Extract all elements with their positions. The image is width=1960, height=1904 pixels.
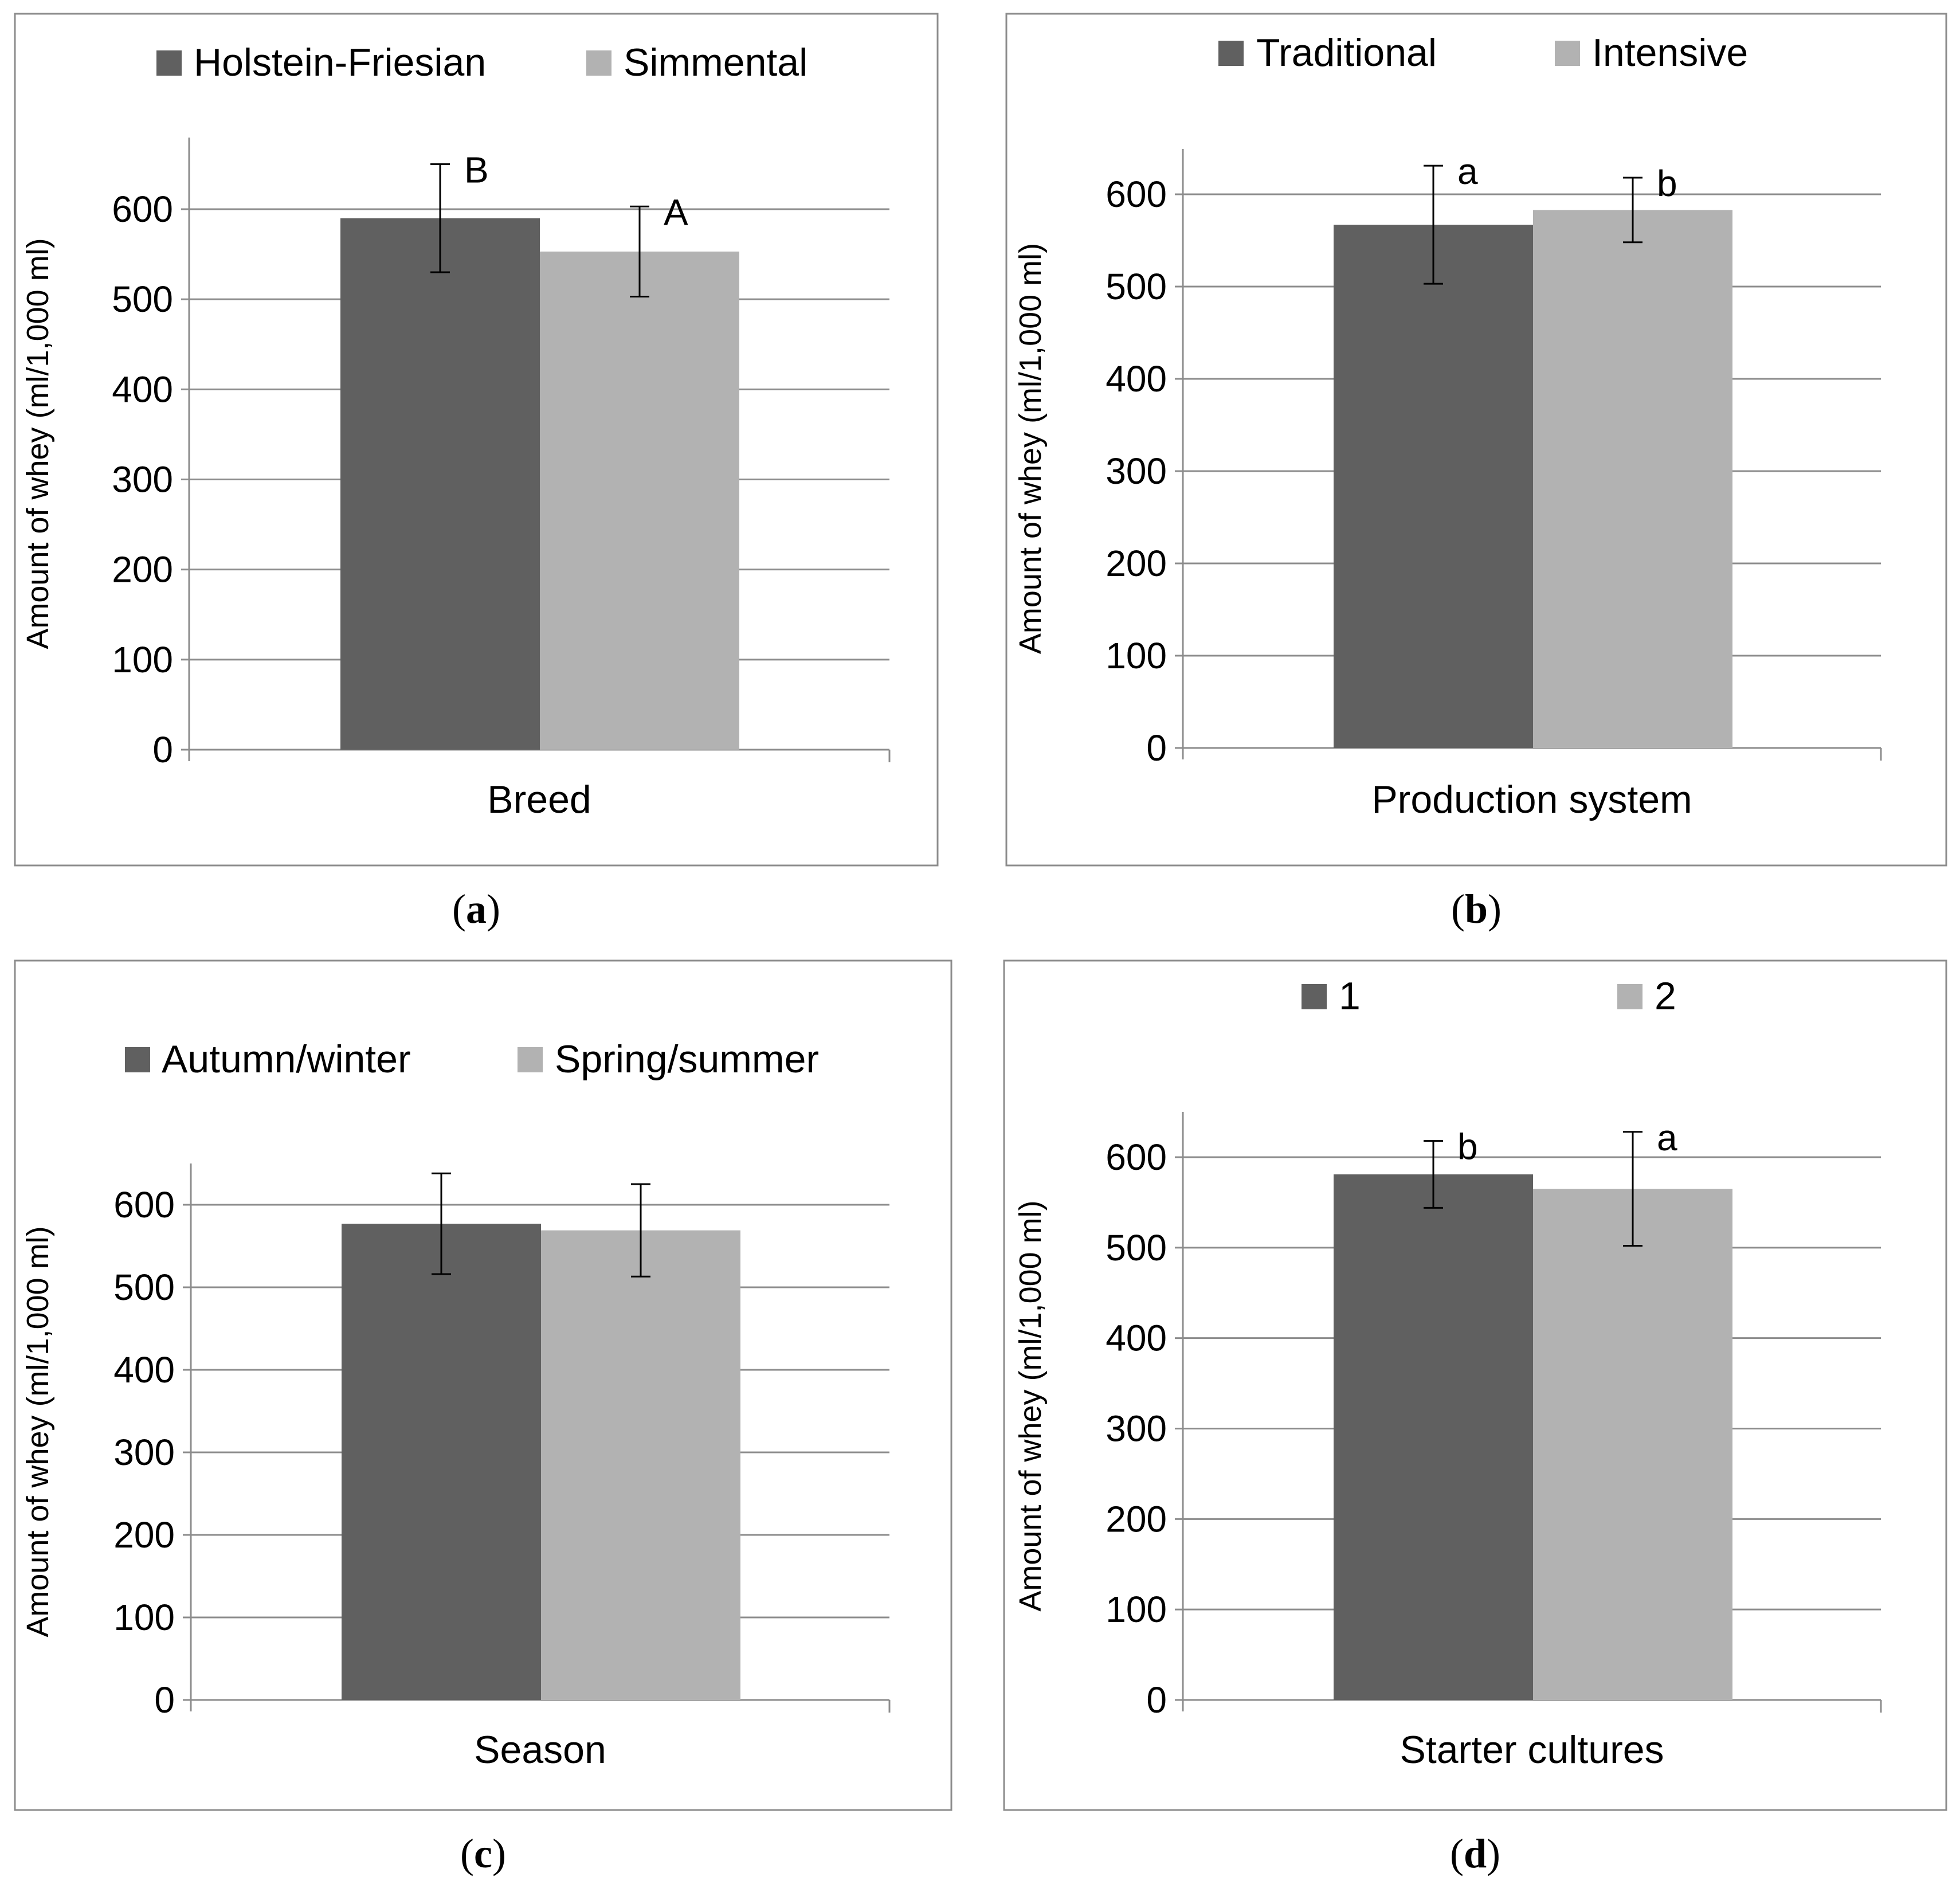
x-axis-title: Production system	[1371, 778, 1692, 821]
y-tick-label: 0	[1146, 1679, 1167, 1721]
y-axis-title: Amount of whey (ml/1,000 ml)	[1013, 243, 1048, 654]
panel-caption-paren: )	[492, 1831, 506, 1876]
legend-label: Traditional	[1256, 31, 1437, 75]
bar	[1334, 1174, 1533, 1700]
legend-label: Autumn/winter	[162, 1037, 411, 1081]
chart-frame	[1005, 13, 1947, 867]
panel-caption: (a)	[452, 886, 500, 932]
panel-caption-paren: )	[1488, 886, 1502, 932]
significance-label: b	[1657, 163, 1677, 204]
y-tick-label: 200	[1106, 1498, 1167, 1539]
y-tick-label: 400	[112, 369, 173, 410]
panel-caption: (b)	[1451, 886, 1502, 932]
significance-label: B	[464, 149, 489, 190]
panel-caption-paren: )	[1487, 1831, 1500, 1876]
y-tick-label: 0	[154, 1679, 175, 1721]
y-axis-title: Amount of whey (ml/1,000 ml)	[1013, 1200, 1048, 1611]
bar	[541, 1230, 740, 1700]
y-tick-label: 600	[1106, 1137, 1167, 1178]
legend-swatch	[1218, 41, 1244, 66]
significance-label: a	[1657, 1117, 1677, 1158]
legend-swatch	[586, 50, 611, 76]
x-axis-title: Starter cultures	[1400, 1728, 1664, 1772]
y-tick-label: 100	[112, 639, 173, 680]
y-tick-label: 500	[1106, 266, 1167, 307]
panel-caption-paren: (	[1451, 886, 1465, 932]
y-tick-label: 600	[113, 1184, 175, 1225]
y-tick-label: 400	[113, 1349, 175, 1390]
bar	[1533, 210, 1732, 748]
y-tick-label: 300	[1106, 450, 1167, 492]
panel-caption: (d)	[1450, 1831, 1500, 1876]
y-tick-label: 300	[113, 1432, 175, 1473]
panel-caption: (c)	[460, 1831, 506, 1876]
panel-caption-paren: )	[487, 886, 500, 932]
y-tick-label: 100	[1106, 1589, 1167, 1630]
legend-label: 1	[1339, 974, 1361, 1018]
legend-swatch	[518, 1047, 543, 1072]
chart-panel-d: 0 100 200 300 400 500 600 b 1 a 2 Amount of whey (m…	[1003, 959, 1947, 1876]
legend-label: 2	[1655, 974, 1676, 1018]
x-axis-title: Season	[474, 1728, 606, 1772]
significance-label: A	[664, 191, 688, 233]
y-tick-label: 400	[1106, 358, 1167, 399]
y-tick-label: 300	[112, 459, 173, 500]
bar	[342, 1224, 541, 1700]
bar	[1334, 225, 1533, 748]
y-tick-label: 600	[1106, 174, 1167, 215]
y-tick-label: 500	[112, 279, 173, 320]
legend-swatch	[156, 50, 182, 76]
y-tick-label: 500	[113, 1267, 175, 1308]
panel-caption-letter: a	[466, 886, 487, 932]
panel-caption-paren: (	[452, 886, 466, 932]
y-tick-label: 400	[1106, 1318, 1167, 1359]
y-tick-label: 0	[152, 729, 173, 770]
panel-caption-letter: d	[1464, 1831, 1487, 1876]
chart-panel-c: 0 100 200 300 400 500 600 Autumn/winter Spring/s…	[14, 959, 952, 1876]
chart-frame	[1003, 959, 1947, 1811]
y-tick-label: 200	[112, 549, 173, 590]
legend-swatch	[1617, 984, 1643, 1009]
chart-frame	[14, 959, 952, 1811]
y-axis-title: Amount of whey (ml/1,000 ml)	[21, 1226, 55, 1637]
y-tick-label: 200	[113, 1514, 175, 1556]
legend-swatch	[1302, 984, 1327, 1009]
y-axis-title: Amount of whey (ml/1,000 ml)	[21, 238, 55, 649]
y-tick-label: 200	[1106, 543, 1167, 584]
y-tick-label: 0	[1146, 727, 1167, 769]
chart-panel-b: 0 100 200 300 400 500 600 a Traditional b Intensiv…	[1005, 13, 1947, 932]
y-tick-label: 300	[1106, 1408, 1167, 1449]
legend-label: Intensive	[1592, 31, 1748, 75]
legend-swatch	[1555, 41, 1580, 66]
y-tick-label: 500	[1106, 1227, 1167, 1268]
legend-label: Spring/summer	[555, 1037, 819, 1081]
bar	[340, 218, 540, 750]
significance-label: a	[1457, 151, 1478, 192]
y-tick-label: 100	[1106, 635, 1167, 676]
x-axis-title: Breed	[487, 778, 591, 821]
chart-panel-a: 0 100 200 300 400 500 600 B Holstein-Friesian A Si…	[14, 13, 939, 932]
panel-caption-paren: (	[460, 1831, 474, 1876]
bar	[1533, 1189, 1732, 1700]
panel-caption-paren: (	[1450, 1831, 1464, 1876]
panel-caption-letter: c	[474, 1831, 492, 1876]
y-tick-label: 600	[112, 189, 173, 230]
legend-label: Holstein-Friesian	[194, 41, 486, 84]
legend-swatch	[125, 1047, 150, 1072]
y-tick-label: 100	[113, 1597, 175, 1638]
bar	[540, 251, 739, 750]
legend-label: Simmental	[624, 41, 807, 84]
significance-label: b	[1457, 1126, 1478, 1168]
panel-caption-letter: b	[1465, 886, 1488, 932]
chart-frame	[14, 13, 939, 867]
